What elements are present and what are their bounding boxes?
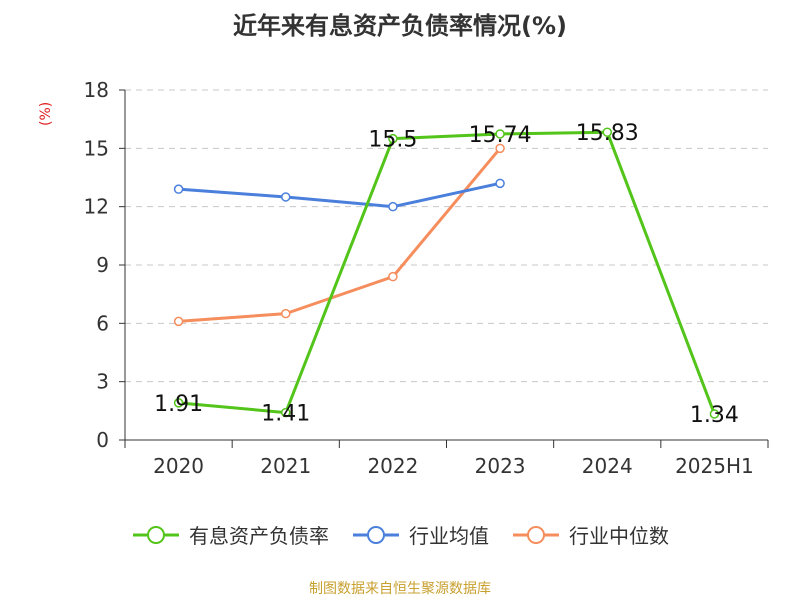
y-tick-label: 0 (96, 428, 109, 452)
data-point (281, 192, 291, 202)
legend-item: 行业均值 (351, 520, 489, 549)
chart-title: 近年来有息资产负债率情况(%) (233, 12, 567, 40)
data-point (173, 184, 184, 194)
data-point (388, 201, 398, 212)
y-tick-label: 3 (96, 370, 109, 394)
series-line (178, 130, 716, 415)
y-tick-label: 12 (84, 195, 109, 219)
line-chart: 0 3 6 9 12 15 18 2020 2021 2022 2023 2024 2025H1 1.91… (84, 78, 769, 478)
x-tick-label: 2020 (153, 454, 204, 478)
y-tick-label: 9 (96, 253, 109, 277)
data-label: 1.91 (154, 392, 203, 417)
x-tick-label: 2025H1 (675, 454, 754, 478)
data-point (281, 308, 291, 319)
data-point (602, 127, 612, 137)
legend: 有息资产负债率 行业均值 行业中位数 (0, 520, 800, 549)
data-point (495, 143, 505, 154)
legend-label: 行业均值 (409, 524, 489, 548)
data-label: 15.5 (368, 128, 417, 153)
data-point (281, 407, 291, 418)
legend-line-icon (133, 525, 179, 544)
data-point (173, 398, 184, 408)
x-tick-label: 2021 (260, 454, 311, 478)
data-label: 15.83 (576, 121, 639, 146)
y-tick-label: 15 (84, 136, 109, 160)
source-note: 制图数据来自恒生聚源数据库 (309, 581, 491, 597)
data-label: 1.34 (690, 403, 739, 428)
series-line (178, 147, 502, 323)
legend-line-icon (353, 525, 399, 544)
legend-line-icon (513, 525, 559, 544)
data-point (388, 133, 398, 144)
legend-item: 行业中位数 (511, 520, 669, 549)
data-label: 1.41 (261, 402, 310, 427)
data-point (495, 129, 505, 139)
x-tick-label: 2023 (475, 454, 526, 478)
legend-item: 有息资产负债率 (131, 520, 329, 549)
y-tick-label: 18 (84, 78, 109, 102)
x-tick-label: 2022 (367, 454, 418, 478)
data-label: 15.74 (469, 123, 532, 148)
legend-label: 有息资产负债率 (189, 524, 329, 548)
y-tick-label: 6 (96, 311, 109, 335)
series-line (178, 181, 501, 209)
data-point (388, 271, 398, 282)
data-point (173, 316, 184, 327)
x-tick-label: 2024 (582, 454, 633, 478)
legend-label: 行业中位数 (569, 524, 669, 548)
data-point (495, 178, 505, 189)
data-point (709, 409, 720, 419)
